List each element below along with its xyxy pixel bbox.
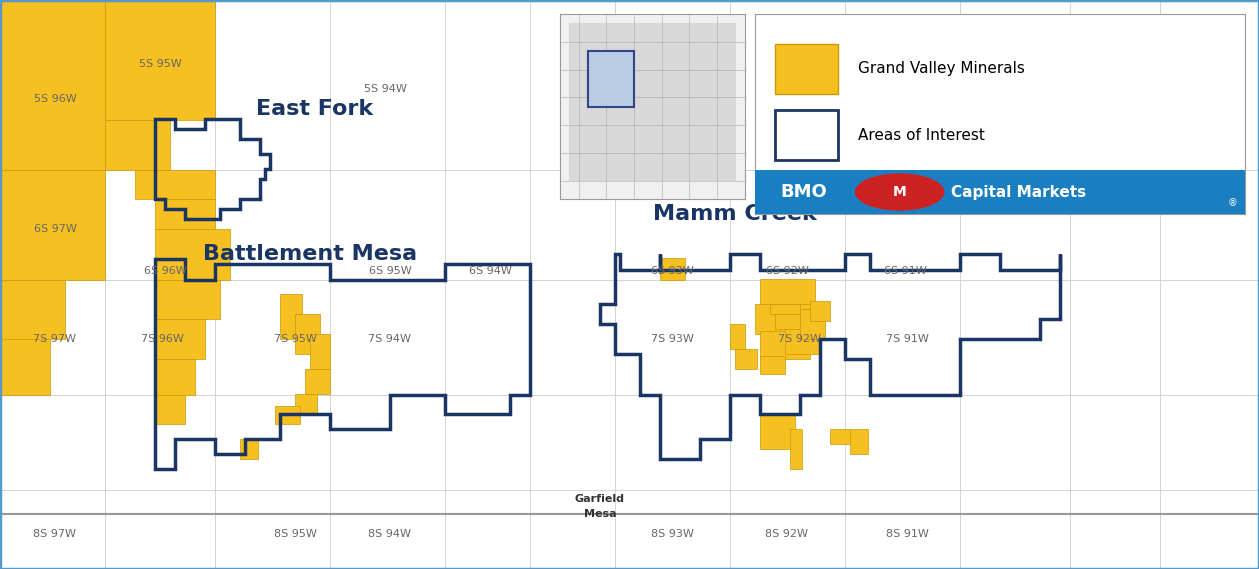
Text: 7S 92W: 7S 92W bbox=[778, 334, 822, 344]
Bar bbox=[755, 170, 1245, 214]
Bar bbox=[850, 429, 867, 454]
Bar bbox=[104, 120, 170, 170]
Text: 7S 95W: 7S 95W bbox=[273, 334, 316, 344]
Bar bbox=[810, 301, 830, 321]
Bar bbox=[760, 414, 794, 449]
Text: 8S 91W: 8S 91W bbox=[885, 529, 928, 539]
Bar bbox=[660, 258, 685, 280]
Text: 8S 93W: 8S 93W bbox=[651, 529, 694, 539]
Text: Grand Valley Minerals: Grand Valley Minerals bbox=[857, 61, 1025, 76]
Text: 7S 93W: 7S 93W bbox=[651, 334, 694, 344]
Text: 7S 91W: 7S 91W bbox=[885, 334, 928, 344]
Text: 5S 95W: 5S 95W bbox=[138, 59, 181, 69]
Bar bbox=[0, 170, 104, 280]
Bar bbox=[135, 170, 215, 199]
Bar bbox=[295, 314, 320, 354]
Text: ®: ® bbox=[1228, 198, 1238, 208]
Bar bbox=[310, 334, 330, 369]
Bar bbox=[305, 369, 330, 394]
Text: BMO: BMO bbox=[781, 183, 827, 201]
Bar bbox=[0, 0, 104, 170]
Text: 7S 94W: 7S 94W bbox=[369, 334, 412, 344]
Bar bbox=[274, 406, 300, 424]
Bar bbox=[774, 110, 838, 160]
Text: 8S 97W: 8S 97W bbox=[34, 529, 77, 539]
Bar bbox=[155, 395, 185, 424]
Bar bbox=[776, 309, 815, 329]
Text: 6S 92W: 6S 92W bbox=[765, 266, 808, 276]
Text: 6S 97W: 6S 97W bbox=[34, 224, 77, 234]
Text: 7S 97W: 7S 97W bbox=[34, 334, 77, 344]
Bar bbox=[0, 280, 65, 339]
Bar bbox=[789, 429, 802, 469]
Circle shape bbox=[855, 174, 944, 210]
Bar bbox=[155, 229, 230, 280]
Text: Areas of Interest: Areas of Interest bbox=[857, 127, 985, 142]
Bar bbox=[760, 331, 810, 359]
Bar bbox=[755, 304, 815, 334]
Bar bbox=[730, 324, 745, 349]
Text: 8S 95W: 8S 95W bbox=[273, 529, 316, 539]
Text: 7S 96W: 7S 96W bbox=[141, 334, 184, 344]
Text: 6S 95W: 6S 95W bbox=[369, 266, 412, 276]
Bar bbox=[279, 294, 302, 339]
Text: M: M bbox=[893, 185, 906, 199]
Bar bbox=[155, 319, 205, 359]
Text: Garfield: Garfield bbox=[575, 494, 624, 504]
Bar bbox=[735, 349, 757, 369]
Text: 5S 96W: 5S 96W bbox=[34, 94, 77, 104]
Text: Capital Markets: Capital Markets bbox=[951, 184, 1087, 200]
Bar bbox=[155, 359, 195, 395]
Bar bbox=[155, 280, 220, 319]
Text: 5S 94W: 5S 94W bbox=[364, 84, 407, 94]
Bar bbox=[104, 0, 215, 120]
Text: 6S 96W: 6S 96W bbox=[144, 266, 186, 276]
Bar bbox=[774, 44, 838, 94]
Text: East Fork: East Fork bbox=[257, 99, 374, 119]
Text: 8S 94W: 8S 94W bbox=[369, 529, 412, 539]
Text: 6S 93W: 6S 93W bbox=[651, 266, 694, 276]
Text: Mamm Creek: Mamm Creek bbox=[653, 204, 817, 224]
Bar bbox=[786, 329, 820, 354]
Text: 5S 9: 5S 9 bbox=[565, 94, 590, 104]
Bar bbox=[760, 356, 786, 374]
Bar bbox=[588, 51, 635, 106]
Bar bbox=[295, 394, 317, 414]
Text: Battlement Mesa: Battlement Mesa bbox=[203, 244, 417, 264]
Bar bbox=[240, 439, 258, 459]
Bar bbox=[760, 279, 815, 309]
Bar bbox=[830, 429, 850, 444]
Text: 6S 91W: 6S 91W bbox=[884, 266, 927, 276]
Text: Mesa: Mesa bbox=[584, 509, 617, 519]
Bar bbox=[771, 304, 799, 314]
Bar bbox=[569, 23, 735, 180]
Bar bbox=[0, 339, 50, 395]
Bar bbox=[155, 199, 215, 229]
Text: 6S 94W: 6S 94W bbox=[468, 266, 511, 276]
Bar bbox=[799, 309, 825, 339]
Text: 8S 92W: 8S 92W bbox=[765, 529, 808, 539]
